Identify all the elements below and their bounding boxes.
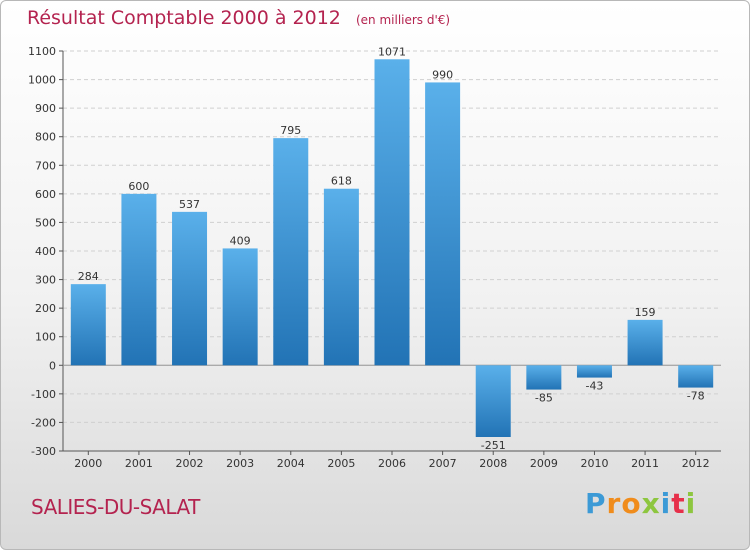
chart-title-main: Résultat Comptable 2000 à 2012 [27, 7, 341, 29]
y-tick-label: 0 [49, 359, 56, 372]
x-tick-label: 2009 [530, 457, 558, 470]
y-tick-label: 800 [35, 131, 56, 144]
x-tick-label: 2003 [226, 457, 254, 470]
y-tick-label: 700 [35, 159, 56, 172]
x-tick-label: 2005 [327, 457, 355, 470]
commune-name: SALIES-DU-SALAT [31, 495, 200, 519]
logo-letter-4: i [660, 487, 672, 520]
x-tick-label: 2008 [479, 457, 507, 470]
y-tick-label: 900 [35, 102, 56, 115]
data-label-2004: 795 [280, 124, 301, 137]
y-tick-label: 600 [35, 188, 56, 201]
y-tick-label: -300 [31, 445, 56, 458]
bar-2006 [374, 59, 410, 366]
data-label-2012: -78 [687, 390, 705, 403]
bar-2002 [172, 211, 208, 366]
y-tick-label: 1100 [28, 45, 56, 58]
logo-letter-6: i [685, 487, 697, 520]
data-label-2001: 600 [128, 180, 149, 193]
y-tick-label: -200 [31, 416, 56, 429]
logo-letter-5: t [671, 487, 686, 520]
x-tick-label: 2001 [125, 457, 153, 470]
bar-2007 [425, 82, 461, 366]
data-labels: 284 600 537 409 795 618 1071 990 -251 -85 -43 159 -7… [78, 45, 705, 452]
y-tick-label: 400 [35, 245, 56, 258]
data-label-2000: 284 [78, 270, 99, 283]
proxiti-logo: Proxiti [585, 487, 696, 520]
x-tick-label: 2007 [429, 457, 457, 470]
chart-title-unit: (en milliers d'€) [355, 13, 451, 27]
logo-letter-0: P [585, 487, 607, 520]
bar-2011 [627, 319, 663, 366]
data-label-2011: 159 [635, 306, 656, 319]
bar-2005 [323, 188, 359, 366]
y-tick-label: 1000 [28, 74, 56, 87]
data-label-2010: -43 [585, 380, 603, 393]
y-tick-label: 300 [35, 274, 56, 287]
data-label-2007: 990 [432, 68, 453, 81]
y-tick-label: 100 [35, 331, 56, 344]
x-tick-label: 2010 [580, 457, 608, 470]
bar-2009 [526, 365, 562, 390]
chart-title: Résultat Comptable 2000 à 2012 (en milli… [27, 7, 450, 29]
bar-2001 [121, 193, 157, 366]
data-label-2006: 1071 [378, 45, 406, 58]
y-tick-label: 500 [35, 216, 56, 229]
logo-letter-1: r [606, 487, 622, 520]
data-label-2005: 618 [331, 175, 352, 188]
bar-2004 [273, 138, 309, 366]
x-tick-label: 2006 [378, 457, 406, 470]
data-label-2008: -251 [481, 439, 506, 452]
bar-2010 [576, 365, 612, 378]
x-tick-label: 2002 [176, 457, 204, 470]
axes: 110010009008007006005004003002001000-100… [28, 45, 721, 470]
data-label-2003: 409 [230, 234, 251, 247]
bar-2000 [70, 284, 106, 366]
data-label-2002: 537 [179, 198, 200, 211]
logo-letter-3: x [641, 487, 661, 520]
bars [70, 59, 714, 437]
data-label-2009: -85 [535, 392, 553, 405]
x-tick-label: 2011 [631, 457, 659, 470]
x-tick-label: 2000 [74, 457, 102, 470]
bar-2003 [222, 248, 258, 366]
x-tick-label: 2004 [277, 457, 305, 470]
logo-letter-2: o [621, 487, 642, 520]
bar-2012 [678, 365, 714, 388]
bar-2008 [475, 365, 511, 437]
y-tick-label: -100 [31, 388, 56, 401]
x-tick-label: 2012 [682, 457, 710, 470]
y-tick-label: 200 [35, 302, 56, 315]
